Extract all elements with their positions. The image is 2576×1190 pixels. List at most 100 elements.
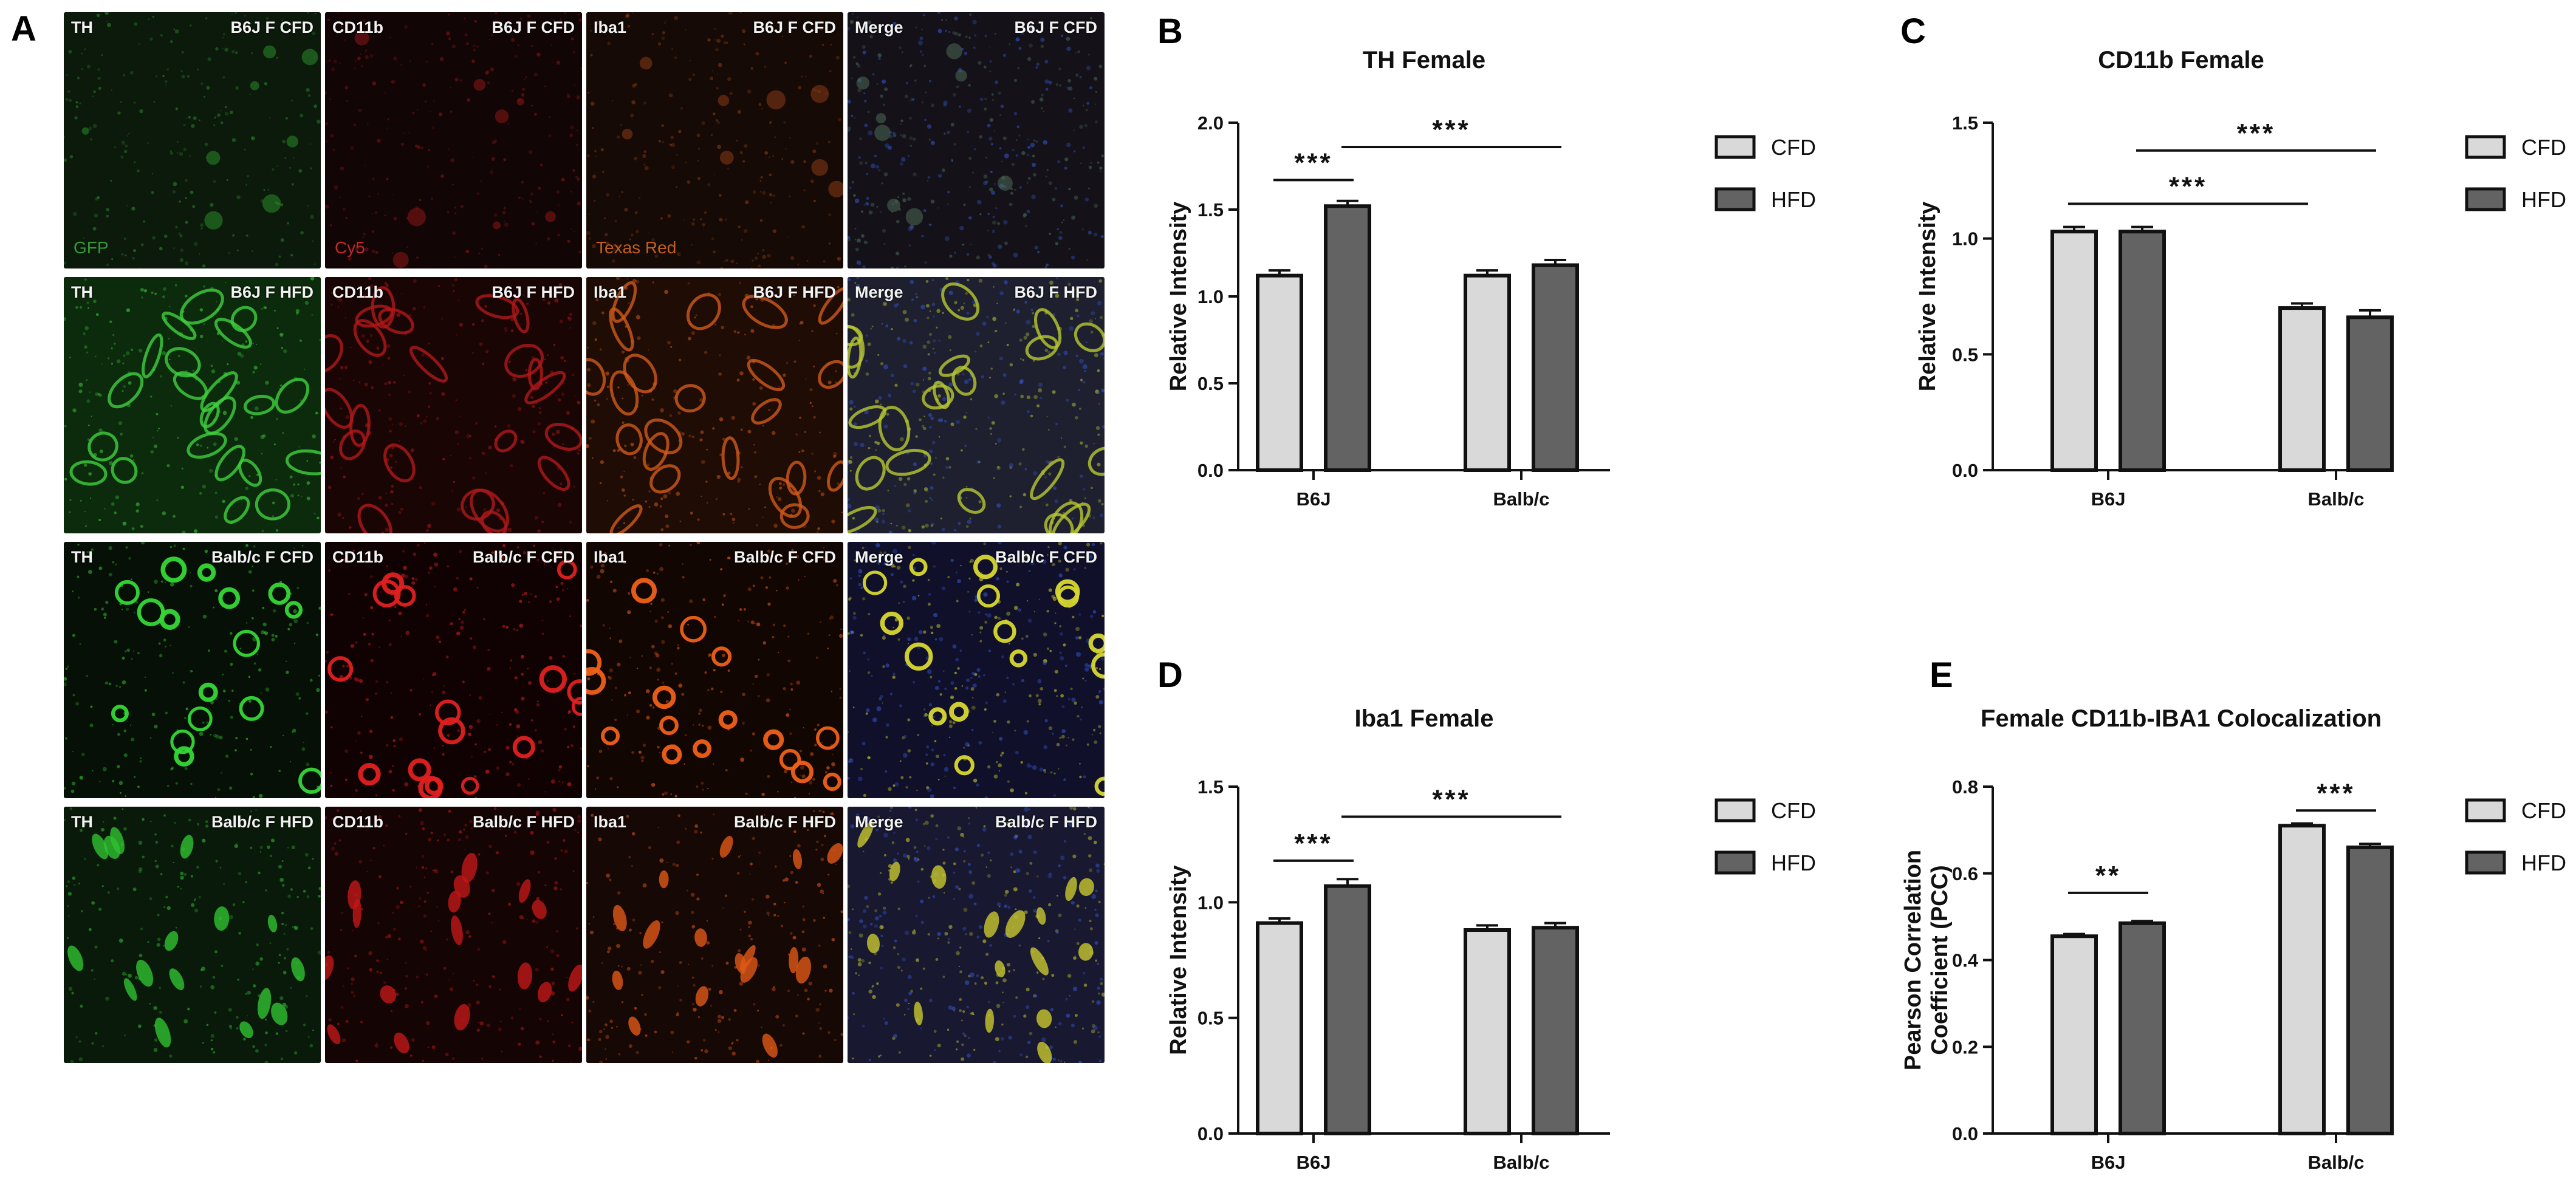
x-category-label: B6J <box>1297 1152 1331 1173</box>
panel-label-d: D <box>1157 655 1183 695</box>
tile-group-label: B6J F CFD <box>492 18 575 36</box>
tile-marker-label: CD11b <box>332 813 384 831</box>
micrograph-tile: Iba1 Balb/c F CFD <box>586 542 843 798</box>
tile-group-label: Balb/c F CFD <box>211 548 313 566</box>
tile-group-label: Balb/c F HFD <box>995 813 1097 831</box>
legend-label-cfd: CFD <box>1771 135 1816 160</box>
chart-title: Female CD11b-IBA1 Colocalization <box>1981 705 2382 732</box>
y-tick-label: 0.8 <box>1952 776 1978 798</box>
significance-label: *** <box>2237 118 2275 148</box>
legend-label-cfd: CFD <box>1771 798 1816 823</box>
y-tick-label: 0.6 <box>1952 863 1978 884</box>
significance-label: *** <box>1294 148 1332 177</box>
y-tick-label: 2.0 <box>1197 112 1224 134</box>
micrograph-image <box>848 12 1104 268</box>
micrograph-tile: Merge B6J F CFD <box>848 12 1105 268</box>
legend-label-hfd: HFD <box>2521 187 2566 212</box>
y-tick-label: 0.5 <box>1197 1008 1224 1029</box>
bar-hfd <box>2346 845 2394 1136</box>
micrograph-image <box>848 807 1105 1063</box>
legend-swatch-hfd <box>1714 187 1756 211</box>
micrograph-tile: Merge Balb/c F CFD <box>848 542 1105 798</box>
y-tick-label: 0.0 <box>1952 1123 1978 1144</box>
y-axis-label: Relative Intensity <box>1166 202 1191 392</box>
micrograph-image <box>586 277 843 533</box>
y-axis-label: Relative Intensity <box>1915 202 1941 392</box>
y-tick-label: 0.5 <box>1952 344 1978 365</box>
legend-swatch-hfd <box>2465 850 2506 875</box>
y-axis-label: Coefficient (PCC) <box>1927 865 1953 1055</box>
tile-group-label: B6J F HFD <box>753 283 836 301</box>
tile-marker-label: Merge <box>855 548 903 566</box>
tile-marker-label: TH <box>71 283 93 301</box>
bar-cfd <box>1464 928 1511 1135</box>
legend-label-hfd: HFD <box>2521 850 2566 875</box>
micrograph-image <box>848 277 1105 533</box>
x-category-label: Balb/c <box>2307 488 2364 510</box>
y-tick-label: 0.0 <box>1197 1123 1224 1144</box>
tile-marker-label: Iba1 <box>594 813 627 831</box>
significance-label: *** <box>1432 115 1470 145</box>
micrograph-image <box>848 542 1105 798</box>
micrograph-image <box>586 809 843 1063</box>
micrograph-image <box>325 277 582 533</box>
chart-colocalization-female: Female CD11b-IBA1 Colocalization Pearson … <box>1899 692 2573 1185</box>
micrograph-image <box>325 12 582 268</box>
micrograph-image <box>325 807 582 1063</box>
legend-label-hfd: HFD <box>1771 850 1816 875</box>
y-tick-label: 1.5 <box>1197 776 1224 798</box>
micrograph-image <box>64 807 321 1063</box>
tile-group-label: Balb/c F CFD <box>472 548 575 566</box>
y-tick-label: 0.0 <box>1952 460 1978 481</box>
bar-cfd <box>2278 306 2326 472</box>
y-axis-label: Relative Intensity <box>1166 865 1191 1055</box>
tile-group-label: Balb/c F HFD <box>472 813 575 831</box>
micrograph-tile: Merge B6J F HFD <box>848 277 1105 533</box>
micrograph-tile: CD11b B6J F HFD <box>325 277 582 533</box>
legend-swatch-hfd <box>2465 187 2506 211</box>
y-tick-label: 0.0 <box>1197 460 1224 481</box>
micrograph-image <box>586 12 843 268</box>
tile-marker-label: Iba1 <box>594 18 627 36</box>
x-category-label: Balb/c <box>1493 488 1549 510</box>
micrograph-image <box>586 542 843 798</box>
panel-label-b: B <box>1157 12 1183 51</box>
bar-hfd <box>2119 921 2166 1135</box>
micrograph-image <box>64 277 321 533</box>
chart-title: Iba1 Female <box>1354 705 1493 732</box>
tile-group-label: B6J F HFD <box>1014 283 1097 301</box>
x-category-label: B6J <box>2091 488 2126 510</box>
tile-group-label: Balb/c F CFD <box>995 548 1097 566</box>
tile-group-label: B6J F CFD <box>230 18 313 36</box>
y-axis-label: Pearson Correlation <box>1900 850 1926 1070</box>
tile-group-label: B6J F CFD <box>753 18 836 36</box>
chart-title: TH Female <box>1363 47 1485 74</box>
panel-label-c: C <box>1900 12 1926 51</box>
bar-cfd <box>2050 934 2098 1135</box>
tile-group-label: B6J F CFD <box>1014 18 1097 36</box>
tile-marker-label: TH <box>71 548 93 566</box>
x-category-label: B6J <box>2091 1152 2126 1173</box>
significance-label: ** <box>2095 861 2121 891</box>
micrograph-image <box>64 542 321 798</box>
bar-hfd <box>2346 315 2394 472</box>
legend-swatch-cfd <box>2465 135 2506 159</box>
significance-label: *** <box>2169 171 2207 201</box>
micrograph-tile: CD11b B6J F CFD Cy5 <box>325 12 582 268</box>
x-category-label: Balb/c <box>2307 1152 2364 1173</box>
y-tick-label: 1.0 <box>1197 286 1224 307</box>
panel-label-a: A <box>11 9 36 49</box>
legend-swatch-cfd <box>2465 798 2506 822</box>
bar-hfd <box>1324 204 1371 472</box>
y-tick-label: 0.5 <box>1197 373 1224 394</box>
tile-marker-label: TH <box>71 813 93 831</box>
micrograph-tile: TH B6J F CFD GFP <box>64 12 321 268</box>
micrograph-tile: TH Balb/c F CFD <box>64 542 321 798</box>
significance-label: *** <box>1432 784 1470 814</box>
tile-marker-label: CD11b <box>332 548 384 566</box>
tile-channel-label: Cy5 <box>335 238 365 257</box>
bar-cfd <box>1464 273 1511 472</box>
tile-channel-label: Texas Red <box>596 238 677 257</box>
micrograph-grid: TH B6J F CFD GFP CD11b B6J F CFD Cy5 Iba1 B6J F… <box>64 12 1166 1063</box>
y-tick-label: 1.0 <box>1952 228 1978 250</box>
